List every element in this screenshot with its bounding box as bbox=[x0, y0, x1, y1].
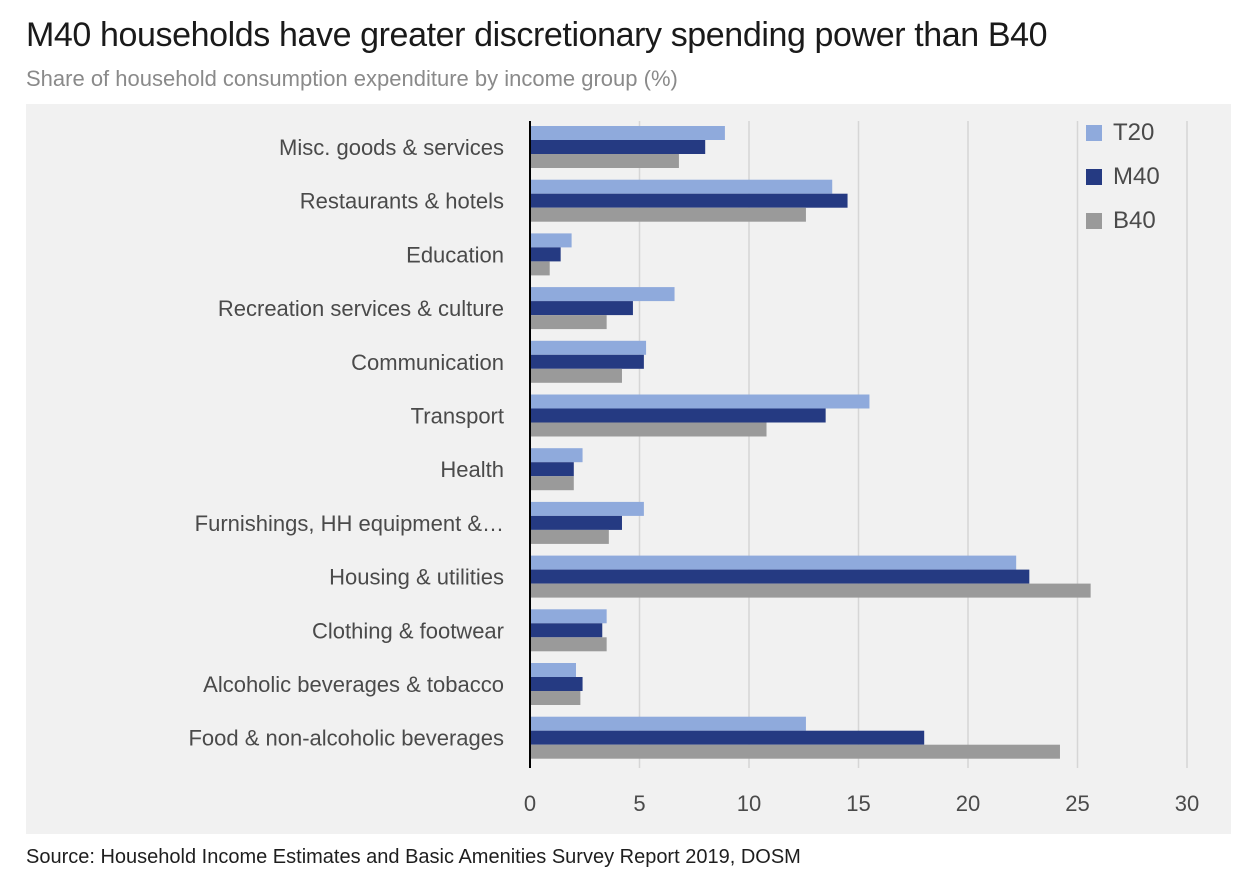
bar-m40 bbox=[530, 462, 574, 477]
chart-subtitle: Share of household consumption expenditu… bbox=[26, 66, 678, 91]
bar-b40 bbox=[530, 422, 767, 437]
bar-b40 bbox=[530, 315, 607, 330]
x-tick-label: 15 bbox=[846, 791, 870, 816]
bar-m40 bbox=[530, 354, 644, 369]
category-label: Housing & utilities bbox=[329, 565, 504, 590]
category-label: Communication bbox=[351, 350, 504, 375]
bar-t20 bbox=[530, 448, 583, 463]
bar-t20 bbox=[530, 126, 725, 140]
legend-swatch-b40 bbox=[1086, 213, 1102, 229]
x-tick-label: 0 bbox=[524, 791, 536, 816]
x-tick-label: 10 bbox=[737, 791, 761, 816]
bar-t20 bbox=[530, 501, 644, 516]
bar-b40 bbox=[530, 261, 550, 276]
category-label: Misc. goods & services bbox=[279, 135, 504, 160]
bar-b40 bbox=[530, 744, 1060, 759]
bar-m40 bbox=[530, 408, 826, 423]
bar-m40 bbox=[530, 677, 583, 691]
bar-m40 bbox=[530, 730, 925, 745]
bar-t20 bbox=[530, 179, 833, 194]
bar-t20 bbox=[530, 555, 1017, 570]
category-label: Recreation services & culture bbox=[218, 296, 504, 321]
chart-panel: Misc. goods & services Restaurants & hote… bbox=[26, 104, 1231, 834]
bar-t20 bbox=[530, 287, 675, 302]
bar-t20 bbox=[530, 340, 647, 355]
bar-m40 bbox=[530, 140, 706, 154]
category-label: Food & non-alcoholic beverages bbox=[188, 726, 504, 751]
chart-title: M40 households have greater discretionar… bbox=[26, 16, 1048, 54]
x-tick-label: 5 bbox=[633, 791, 645, 816]
bar-t20 bbox=[530, 663, 576, 677]
bar-t20 bbox=[530, 609, 607, 624]
x-tick-label: 20 bbox=[956, 791, 980, 816]
bar-t20 bbox=[530, 716, 806, 731]
category-label: Restaurants & hotels bbox=[300, 189, 504, 214]
category-label: Furnishings, HH equipment &… bbox=[195, 511, 504, 536]
legend-label-m40: M40 bbox=[1113, 163, 1160, 190]
bar-b40 bbox=[530, 368, 622, 383]
bar-b40 bbox=[530, 583, 1091, 598]
category-label: Health bbox=[440, 457, 504, 482]
category-label: Education bbox=[406, 242, 504, 267]
category-label: Alcoholic beverages & tobacco bbox=[203, 672, 504, 697]
x-tick-label: 30 bbox=[1175, 791, 1199, 816]
bar-b40 bbox=[530, 529, 609, 544]
source-note: Source: Household Income Estimates and B… bbox=[26, 846, 801, 868]
bar-m40 bbox=[530, 623, 603, 638]
bar-b40 bbox=[530, 207, 806, 222]
bar-t20 bbox=[530, 233, 572, 248]
legend-swatch-t20 bbox=[1086, 125, 1102, 141]
bar-m40 bbox=[530, 193, 848, 208]
bar-t20 bbox=[530, 394, 870, 409]
bar-m40 bbox=[530, 247, 561, 262]
legend-label-t20: T20 bbox=[1113, 119, 1154, 146]
bar-b40 bbox=[530, 637, 607, 652]
x-tick-label: 25 bbox=[1065, 791, 1089, 816]
legend-label-b40: B40 bbox=[1113, 207, 1156, 234]
bar-m40 bbox=[530, 515, 622, 530]
category-label: Clothing & footwear bbox=[312, 618, 504, 643]
category-label: Transport bbox=[411, 404, 504, 429]
legend-swatch-m40 bbox=[1086, 169, 1102, 185]
bar-m40 bbox=[530, 569, 1030, 584]
bar-m40 bbox=[530, 301, 633, 316]
bar-chart: Misc. goods & services Restaurants & hote… bbox=[188, 119, 1199, 816]
bar-b40 bbox=[530, 476, 574, 491]
bar-b40 bbox=[530, 691, 581, 705]
bar-b40 bbox=[530, 154, 679, 168]
